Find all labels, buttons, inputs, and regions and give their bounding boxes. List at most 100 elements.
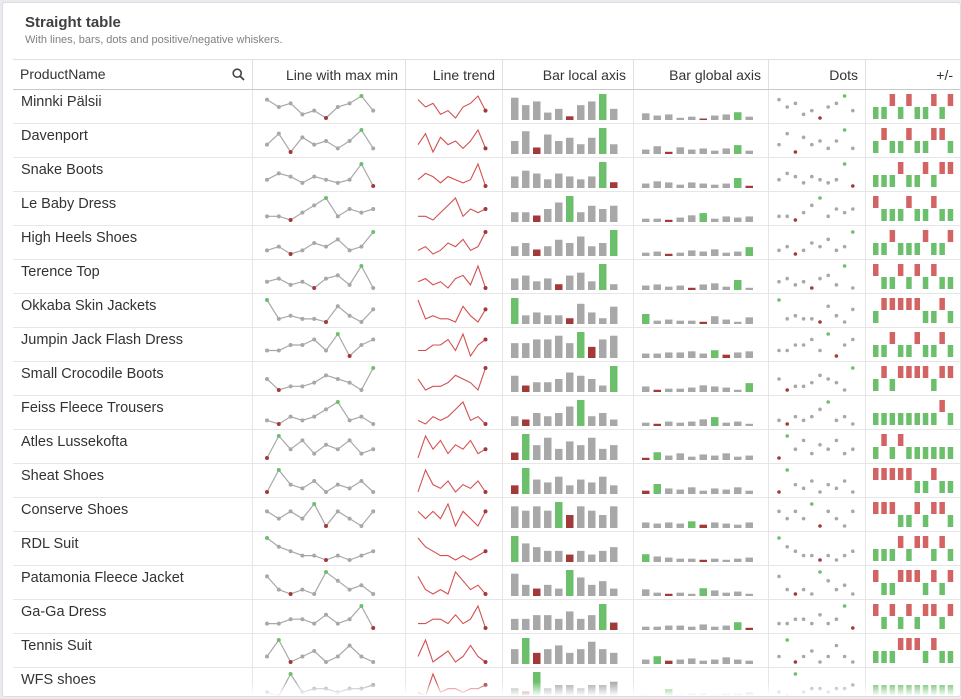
chart-title: Straight table <box>25 14 121 31</box>
product-name[interactable]: RDL Suit <box>13 531 253 566</box>
table-row[interactable]: Terence Top <box>13 259 960 294</box>
product-name[interactable]: Atles Lussekofta <box>13 429 253 464</box>
table-row[interactable]: Le Baby Dress <box>13 191 960 226</box>
product-name[interactable]: Conserve Shoes <box>13 497 253 532</box>
dot <box>801 617 806 621</box>
bar <box>588 101 596 120</box>
table-row[interactable]: Davenport <box>13 123 960 158</box>
table-row[interactable]: Tennis Suit <box>13 633 960 668</box>
trend-path <box>417 638 486 663</box>
product-name[interactable]: Small Crocodile Boots <box>13 361 253 396</box>
line-trend-sparkline <box>418 197 488 221</box>
trend-end-point <box>483 108 488 113</box>
dot <box>801 112 806 117</box>
whisker-positive <box>889 447 896 459</box>
product-name[interactable]: Jumpin Jack Flash Dress <box>13 327 253 362</box>
product-name[interactable]: Sheat Shoes <box>13 463 253 498</box>
whisker-positive <box>906 345 912 357</box>
sparkline-point <box>265 509 269 514</box>
column-header-productname[interactable]: ProductName <box>13 59 253 90</box>
bar <box>711 417 719 426</box>
bar <box>688 658 696 664</box>
whisker-positive <box>873 311 879 323</box>
bar <box>642 589 650 596</box>
product-name[interactable]: Patamonia Fleece Jacket <box>13 565 253 600</box>
bar <box>599 604 607 630</box>
bar <box>642 422 650 426</box>
product-name[interactable]: Le Baby Dress <box>13 191 253 226</box>
bar <box>533 506 541 528</box>
table-row[interactable]: Small Crocodile Boots <box>13 361 960 396</box>
dot <box>777 509 781 514</box>
dot <box>810 337 814 342</box>
column-header-plus-minus[interactable]: +/- <box>865 59 960 90</box>
column-header-line-trend[interactable]: Line trend <box>405 59 503 90</box>
bar <box>610 547 618 562</box>
cell-line-trend <box>405 395 503 430</box>
table-row[interactable]: Feiss Fleece Trousers <box>13 395 960 430</box>
table-row[interactable]: Snake Boots <box>13 157 960 192</box>
whisker-positive <box>881 209 887 221</box>
dot <box>777 279 781 284</box>
search-icon[interactable] <box>232 67 245 84</box>
sparkline-path <box>266 299 374 323</box>
table-row[interactable]: Sheat Shoes <box>13 463 960 498</box>
table-row[interactable]: Jumpin Jack Flash Dress <box>13 327 960 362</box>
sparkline-point <box>276 316 281 321</box>
table-row[interactable]: Conserve Shoes <box>13 497 960 532</box>
bar <box>511 298 519 324</box>
bar <box>722 114 730 120</box>
table-row[interactable]: WFS shoes <box>13 667 960 696</box>
column-header-bar-local-axis[interactable]: Bar local axis <box>502 59 634 90</box>
product-name[interactable]: Terence Top <box>13 259 253 294</box>
product-name[interactable]: Ga-Ga Dress <box>13 599 253 634</box>
product-name[interactable]: Feiss Fleece Trousers <box>13 395 253 430</box>
product-name[interactable]: WFS shoes <box>13 667 253 696</box>
table-row[interactable]: Atles Lussekofta <box>13 429 960 464</box>
cell-line-trend <box>405 225 503 260</box>
bar <box>566 570 574 596</box>
product-name[interactable]: Tennis Suit <box>13 633 253 668</box>
bar <box>642 218 650 222</box>
column-header-line-max-min[interactable]: Line with max min <box>252 59 406 90</box>
bar <box>599 264 607 290</box>
table-row[interactable]: Minnki Pälsii <box>13 89 960 124</box>
bar <box>522 510 530 528</box>
sparkline-point <box>324 524 328 528</box>
table-row[interactable]: Ga-Ga Dress <box>13 599 960 634</box>
product-name[interactable]: Snake Boots <box>13 157 253 192</box>
bar <box>599 649 607 664</box>
dots-sparkline <box>777 434 855 460</box>
sparkline-point <box>359 654 364 659</box>
table-row[interactable]: High Heels Shoes <box>13 225 960 260</box>
cell-line-trend <box>405 259 503 294</box>
bar <box>642 694 650 696</box>
bar <box>653 284 661 290</box>
whisker-positive <box>931 311 937 323</box>
table-row[interactable]: Patamonia Fleece Jacket <box>13 565 960 600</box>
cell-dots <box>768 259 866 294</box>
bar <box>577 144 585 154</box>
product-name[interactable]: High Heels Shoes <box>13 225 253 260</box>
bar <box>653 218 661 222</box>
table-row[interactable]: Okkaba Skin Jackets <box>13 293 960 328</box>
bar-global-sparkline <box>642 656 753 664</box>
column-header-dots[interactable]: Dots <box>768 59 866 90</box>
product-name[interactable]: Davenport <box>13 123 253 158</box>
column-header-bar-global-axis[interactable]: Bar global axis <box>633 59 769 90</box>
product-name[interactable]: Okkaba Skin Jackets <box>13 293 253 328</box>
bar-global-sparkline <box>642 247 753 256</box>
dot <box>818 196 822 200</box>
cell-dots <box>768 157 866 192</box>
product-name[interactable]: Minnki Pälsii <box>13 89 253 124</box>
dot <box>793 672 798 676</box>
dot <box>777 418 781 423</box>
dot <box>777 654 781 659</box>
bar <box>676 217 684 222</box>
bar <box>642 626 650 630</box>
bar <box>544 209 552 222</box>
table-row[interactable]: RDL Suit <box>13 531 960 566</box>
bar <box>566 485 574 494</box>
line-max-min-sparkline <box>265 196 376 222</box>
whisker-negative <box>914 570 920 582</box>
